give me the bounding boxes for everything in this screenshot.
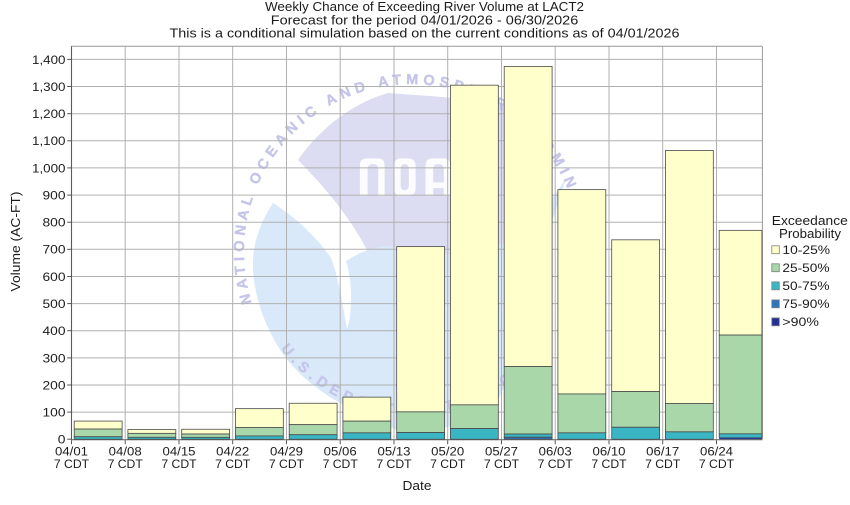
svg-text:10-25%: 10-25% (782, 243, 830, 257)
svg-text:7 CDT: 7 CDT (484, 459, 519, 471)
svg-text:7 CDT: 7 CDT (323, 459, 358, 471)
svg-text:700: 700 (43, 245, 66, 257)
svg-text:Exceedance: Exceedance (772, 214, 848, 228)
svg-text:1,400: 1,400 (32, 55, 66, 67)
svg-text:50-75%: 50-75% (782, 279, 829, 293)
svg-text:Date: Date (403, 478, 432, 493)
svg-text:1,200: 1,200 (32, 109, 66, 121)
svg-text:>90%: >90% (782, 315, 819, 329)
svg-text:Weekly Chance of Exceeding Riv: Weekly Chance of Exceeding River Volume … (265, 0, 584, 14)
svg-text:06/17: 06/17 (646, 446, 679, 458)
svg-text:04/01: 04/01 (55, 446, 88, 458)
svg-text:600: 600 (43, 272, 66, 284)
svg-text:05/27: 05/27 (485, 446, 518, 458)
svg-text:05/13: 05/13 (378, 446, 411, 458)
svg-text:500: 500 (43, 299, 66, 311)
svg-text:This is a conditional simulati: This is a conditional simulation based o… (170, 27, 680, 41)
svg-text:75-90%: 75-90% (782, 297, 829, 311)
svg-text:Volume (AC-FT): Volume (AC-FT) (9, 192, 23, 292)
svg-text:7 CDT: 7 CDT (645, 459, 680, 471)
svg-text:06/10: 06/10 (593, 446, 626, 458)
svg-text:05/06: 05/06 (324, 446, 357, 458)
svg-text:7 CDT: 7 CDT (538, 459, 573, 471)
svg-text:200: 200 (43, 380, 66, 392)
svg-text:7 CDT: 7 CDT (699, 459, 734, 471)
svg-text:0: 0 (58, 435, 66, 447)
svg-text:7 CDT: 7 CDT (376, 459, 411, 471)
svg-text:1,100: 1,100 (32, 136, 66, 148)
svg-text:100: 100 (43, 408, 66, 420)
svg-text:06/24: 06/24 (700, 446, 734, 458)
svg-text:1,000: 1,000 (32, 163, 66, 175)
svg-text:7 CDT: 7 CDT (54, 459, 89, 471)
svg-text:400: 400 (43, 326, 66, 338)
svg-text:7 CDT: 7 CDT (430, 459, 465, 471)
svg-text:04/08: 04/08 (109, 446, 142, 458)
svg-text:7 CDT: 7 CDT (161, 459, 196, 471)
svg-text:04/29: 04/29 (270, 446, 303, 458)
svg-text:Forecast for the period 04/01/: Forecast for the period 04/01/2026 - 06/… (271, 14, 579, 28)
svg-text:7 CDT: 7 CDT (591, 459, 626, 471)
svg-text:1,300: 1,300 (32, 82, 66, 94)
svg-text:25-50%: 25-50% (782, 261, 829, 275)
svg-text:04/15: 04/15 (163, 446, 196, 458)
svg-text:300: 300 (43, 353, 66, 365)
svg-text:04/22: 04/22 (216, 446, 249, 458)
svg-text:7 CDT: 7 CDT (215, 459, 250, 471)
svg-text:05/20: 05/20 (431, 446, 464, 458)
svg-text:7 CDT: 7 CDT (269, 459, 304, 471)
svg-text:900: 900 (43, 191, 66, 203)
svg-text:06/03: 06/03 (539, 446, 572, 458)
svg-text:7 CDT: 7 CDT (108, 459, 143, 471)
svg-text:800: 800 (43, 218, 66, 230)
svg-text:Probability: Probability (779, 227, 842, 241)
